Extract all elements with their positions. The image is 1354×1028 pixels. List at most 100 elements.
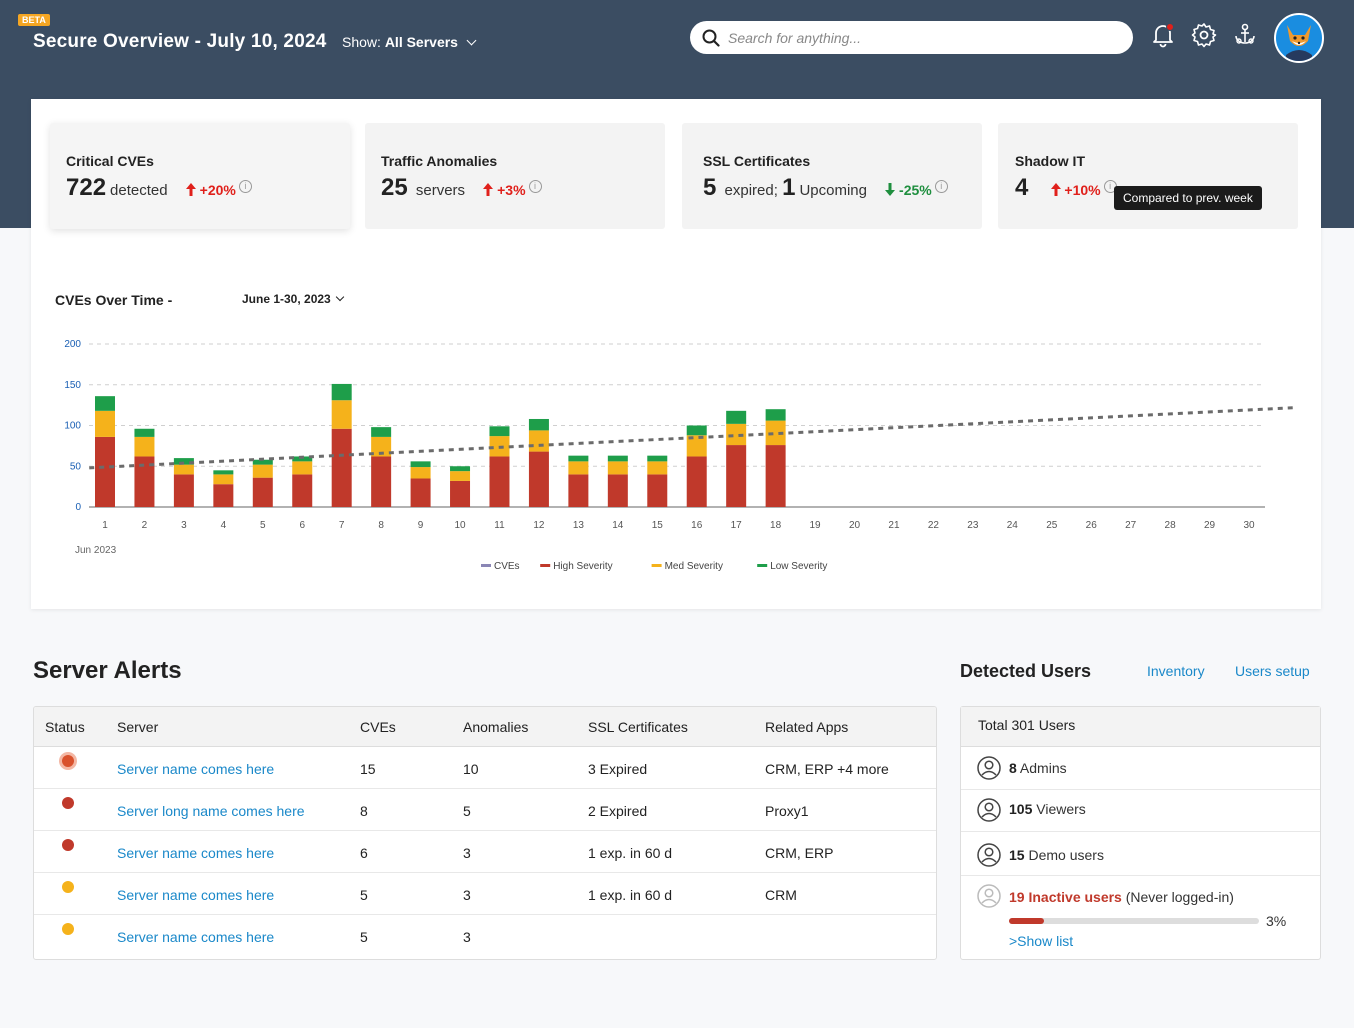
demo-label: Demo users xyxy=(1028,847,1104,863)
cves-cell: 6 xyxy=(360,845,368,861)
search-bar[interactable] xyxy=(690,21,1133,54)
search-input[interactable] xyxy=(728,29,1108,46)
column-anomalies[interactable]: Anomalies xyxy=(463,719,529,735)
users-demo-row[interactable]: 15 Demo users xyxy=(961,832,1320,876)
kpi-ssl-certificates[interactable]: SSL Certificates 5 expired; 1 Upcoming -2… xyxy=(682,123,982,229)
user-circle-icon xyxy=(977,756,1001,780)
table-row[interactable]: Server name comes here 6 3 1 exp. in 60 … xyxy=(34,831,936,873)
search-icon xyxy=(702,29,720,47)
user-avatar[interactable] xyxy=(1274,13,1324,63)
apps-cell: CRM, ERP +4 more xyxy=(765,761,889,777)
demo-count: 15 xyxy=(1009,847,1025,863)
users-viewers-row[interactable]: 105 Viewers xyxy=(961,790,1320,832)
bar-segment xyxy=(213,484,234,507)
bar-segment xyxy=(607,455,628,462)
integrations-icon[interactable] xyxy=(1232,22,1258,48)
viewers-count: 105 xyxy=(1009,801,1033,817)
cves-cell: 5 xyxy=(360,929,368,945)
kpi-traffic-anomalies[interactable]: Traffic Anomalies 25 servers +3% i xyxy=(365,123,665,229)
bar-segment xyxy=(686,435,707,457)
server-link[interactable]: Server name comes here xyxy=(117,761,275,777)
bar-segment xyxy=(292,456,313,462)
x-axis-caption: Jun 2023 xyxy=(75,545,117,556)
anomalies-cell: 3 xyxy=(463,887,471,903)
header: BETA Secure Overview - July 10, 2024 Sho… xyxy=(0,0,1354,84)
kpi-critical-cves[interactable]: Critical CVEs 722 detected +20% i xyxy=(50,123,350,229)
y-tick-label: 50 xyxy=(70,461,82,472)
kpi-title: Shadow IT xyxy=(1015,153,1085,169)
kpi-value-line: 722 detected +20% i xyxy=(66,174,252,202)
server-filter-label: Show: xyxy=(342,34,381,50)
server-link[interactable]: Server name comes here xyxy=(117,887,275,903)
info-icon[interactable]: i xyxy=(528,180,542,193)
kpi-unit: detected xyxy=(110,182,168,199)
table-row[interactable]: Server name comes here 5 3 xyxy=(34,915,936,957)
x-tick-label: 1 xyxy=(102,520,108,531)
server-filter-dropdown[interactable]: Show: All Servers xyxy=(342,34,477,50)
server-filter-value: All Servers xyxy=(384,34,458,50)
x-tick-label: 27 xyxy=(1125,520,1137,531)
server-link[interactable]: Server long name comes here xyxy=(117,803,305,819)
x-tick-label: 25 xyxy=(1046,520,1058,531)
table-row[interactable]: Server name comes here 15 10 3 Expired C… xyxy=(34,747,936,789)
ssl-cell: 3 Expired xyxy=(588,761,648,777)
kpi-shadow-it[interactable]: Shadow IT 4 +10% i xyxy=(998,123,1298,229)
bar-segment xyxy=(450,471,471,481)
info-icon[interactable]: i xyxy=(934,180,948,193)
chevron-down-icon xyxy=(466,35,477,46)
column-cves[interactable]: CVEs xyxy=(360,719,396,735)
legend-label: Low Severity xyxy=(770,561,827,572)
bar-segment xyxy=(726,445,747,507)
users-admins-row[interactable]: 8 Admins xyxy=(961,747,1320,790)
x-tick-label: 20 xyxy=(849,520,861,531)
y-tick-label: 100 xyxy=(64,421,81,432)
table-row[interactable]: Server long name comes here 8 5 2 Expire… xyxy=(34,789,936,831)
column-server[interactable]: Server xyxy=(117,719,159,735)
info-icon[interactable]: i xyxy=(238,180,252,193)
kpi-value: 5 xyxy=(703,174,717,201)
bar-segment xyxy=(371,427,392,437)
apps-cell: CRM xyxy=(765,887,797,903)
bar-segment xyxy=(410,467,431,479)
kpi-value-secondary: 1 xyxy=(782,174,796,201)
table-header: Status Server CVEs Anomalies SSL Certifi… xyxy=(34,707,936,747)
show-list-link[interactable]: >Show list xyxy=(1009,933,1074,949)
x-tick-label: 16 xyxy=(691,520,703,531)
inactive-progress-bar xyxy=(1009,918,1259,924)
user-circle-icon xyxy=(977,798,1001,822)
cves-cell: 5 xyxy=(360,887,368,903)
bar-segment xyxy=(686,425,707,436)
bar-segment xyxy=(607,474,628,507)
x-tick-label: 12 xyxy=(533,520,545,531)
kpi-delta: +20% xyxy=(185,182,236,198)
server-link[interactable]: Server name comes here xyxy=(117,845,275,861)
x-tick-label: 23 xyxy=(967,520,979,531)
x-tick-label: 2 xyxy=(142,520,148,531)
bar-segment xyxy=(371,456,392,507)
column-status[interactable]: Status xyxy=(45,719,85,735)
column-related-apps[interactable]: Related Apps xyxy=(765,719,849,735)
bar-segment xyxy=(528,430,549,452)
kpi-title: Critical CVEs xyxy=(66,153,154,169)
admins-label: Admins xyxy=(1019,760,1067,776)
gear-icon[interactable] xyxy=(1191,22,1217,48)
bar-segment xyxy=(292,461,313,475)
x-tick-label: 26 xyxy=(1086,520,1098,531)
y-tick-label: 200 xyxy=(64,339,81,350)
x-tick-label: 13 xyxy=(573,520,585,531)
server-link[interactable]: Server name comes here xyxy=(117,929,275,945)
column-ssl-certificates[interactable]: SSL Certificates xyxy=(588,719,688,735)
bell-icon[interactable] xyxy=(1150,22,1176,48)
inventory-link[interactable]: Inventory xyxy=(1147,663,1205,679)
kpi-delta-value: +3% xyxy=(497,182,526,198)
page-title: Secure Overview - July 10, 2024 xyxy=(33,31,327,52)
users-setup-link[interactable]: Users setup xyxy=(1235,663,1310,679)
legend-swatch xyxy=(481,564,491,567)
date-range-dropdown[interactable]: June 1-30, 2023 xyxy=(242,292,344,306)
anomalies-cell: 3 xyxy=(463,845,471,861)
table-row[interactable]: Server name comes here 5 3 1 exp. in 60 … xyxy=(34,873,936,915)
users-demo-text: 15 Demo users xyxy=(1009,847,1104,863)
kpi-delta-value: -25% xyxy=(899,182,932,198)
status-dot-high xyxy=(62,797,74,809)
